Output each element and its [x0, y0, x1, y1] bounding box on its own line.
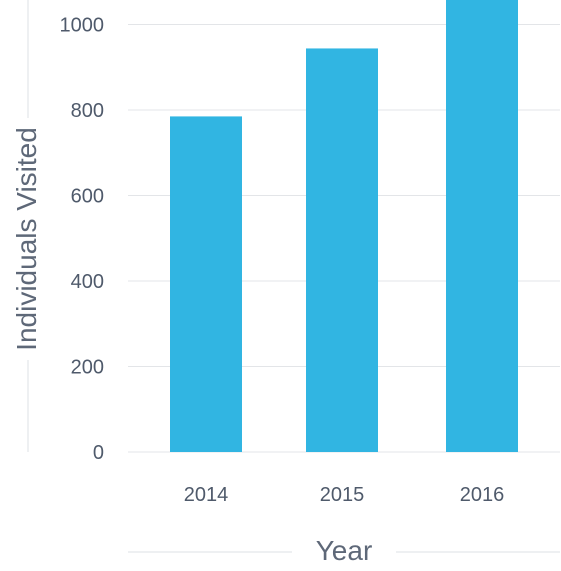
- bar-2014: [170, 116, 242, 452]
- x-tick-label: 2014: [184, 484, 229, 506]
- y-axis-title-backdrop: [10, 118, 46, 360]
- bar-2016: [446, 0, 518, 452]
- y-tick-label: 600: [71, 186, 104, 208]
- y-tick-label: 1000: [60, 15, 105, 37]
- y-tick-label: 0: [93, 442, 104, 464]
- y-tick-label: 800: [71, 100, 104, 122]
- y-axis-title: Individuals Visited: [11, 127, 42, 351]
- x-tick-label: 2016: [460, 484, 505, 506]
- bars: [170, 0, 518, 452]
- x-tick-label: 2015: [320, 484, 365, 506]
- y-tick-label: 200: [71, 357, 104, 379]
- bar-2015: [306, 48, 378, 452]
- y-axis-ticks: 0 200 400 600 800 1000: [60, 15, 105, 465]
- x-axis-title: Year: [316, 535, 373, 566]
- y-tick-label: 400: [71, 271, 104, 293]
- x-axis-ticks: 2014 2015 2016: [184, 484, 505, 506]
